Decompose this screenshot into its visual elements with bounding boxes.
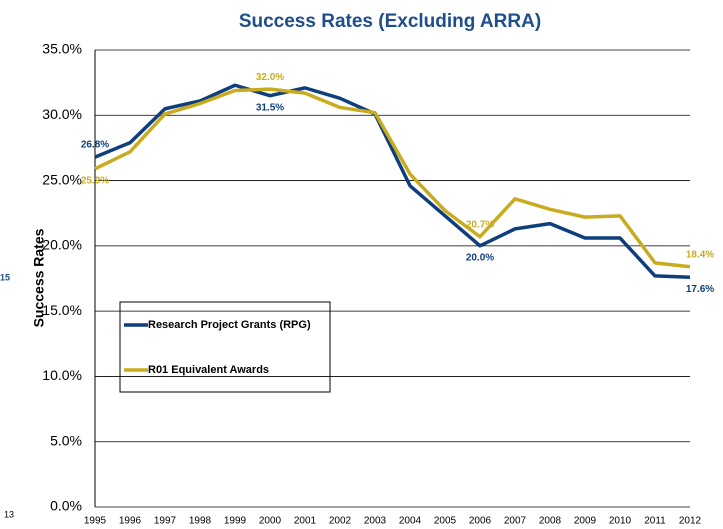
y-tick-label: 20.0%	[42, 237, 82, 253]
x-tick-label: 1999	[224, 516, 247, 527]
annotation: 15	[0, 272, 10, 282]
x-tick-label: 2000	[259, 516, 282, 527]
data-label: 26.8%	[81, 140, 109, 151]
x-tick-label: 2002	[329, 516, 352, 527]
legend-label: Research Project Grants (RPG)	[148, 319, 311, 331]
x-tick-label: 2001	[294, 516, 317, 527]
data-label: 18.4%	[686, 249, 714, 260]
legend-box	[119, 301, 331, 393]
y-tick-label: 10.0%	[42, 367, 82, 383]
x-tick-label: 2005	[434, 516, 457, 527]
y-tick-label: 5.0%	[50, 432, 82, 448]
y-tick-label: 0.0%	[50, 498, 82, 514]
y-tick-label: 35.0%	[42, 41, 82, 57]
x-tick-label: 2011	[644, 516, 666, 527]
x-tick-label: 2012	[679, 516, 702, 527]
line	[94, 83, 691, 279]
data-label: 31.5%	[256, 102, 284, 113]
x-tick-label: 1997	[154, 516, 177, 527]
x-tick-label: 2003	[364, 516, 387, 527]
data-label: 25.9%	[81, 175, 109, 186]
data-label: 17.6%	[686, 284, 714, 295]
data-label: 32.0%	[256, 72, 284, 83]
y-tick-label: 25.0%	[42, 171, 82, 187]
annotation: 13	[4, 509, 14, 519]
x-tick-label: 2010	[609, 516, 632, 527]
chart-title: Success Rates (Excluding ARRA)	[239, 11, 541, 32]
x-tick-label: 2007	[504, 516, 527, 527]
x-tick-label: 2006	[469, 516, 492, 527]
x-tick-label: 2009	[574, 516, 597, 527]
data-label: 20.7%	[466, 219, 494, 230]
data-label: 20.0%	[466, 252, 494, 263]
line	[94, 87, 691, 269]
y-axis-label: Success Rates	[31, 228, 47, 327]
x-tick-label: 1998	[189, 516, 212, 527]
y-tick-label: 30.0%	[42, 106, 82, 122]
x-tick-label: 1996	[119, 516, 142, 527]
x-tick-label: 1995	[84, 516, 107, 527]
legend-label: R01 Equivalent Awards	[148, 364, 269, 376]
y-tick-label: 15.0%	[42, 302, 82, 318]
x-tick-label: 2004	[399, 516, 422, 527]
x-tick-label: 2008	[539, 516, 562, 527]
